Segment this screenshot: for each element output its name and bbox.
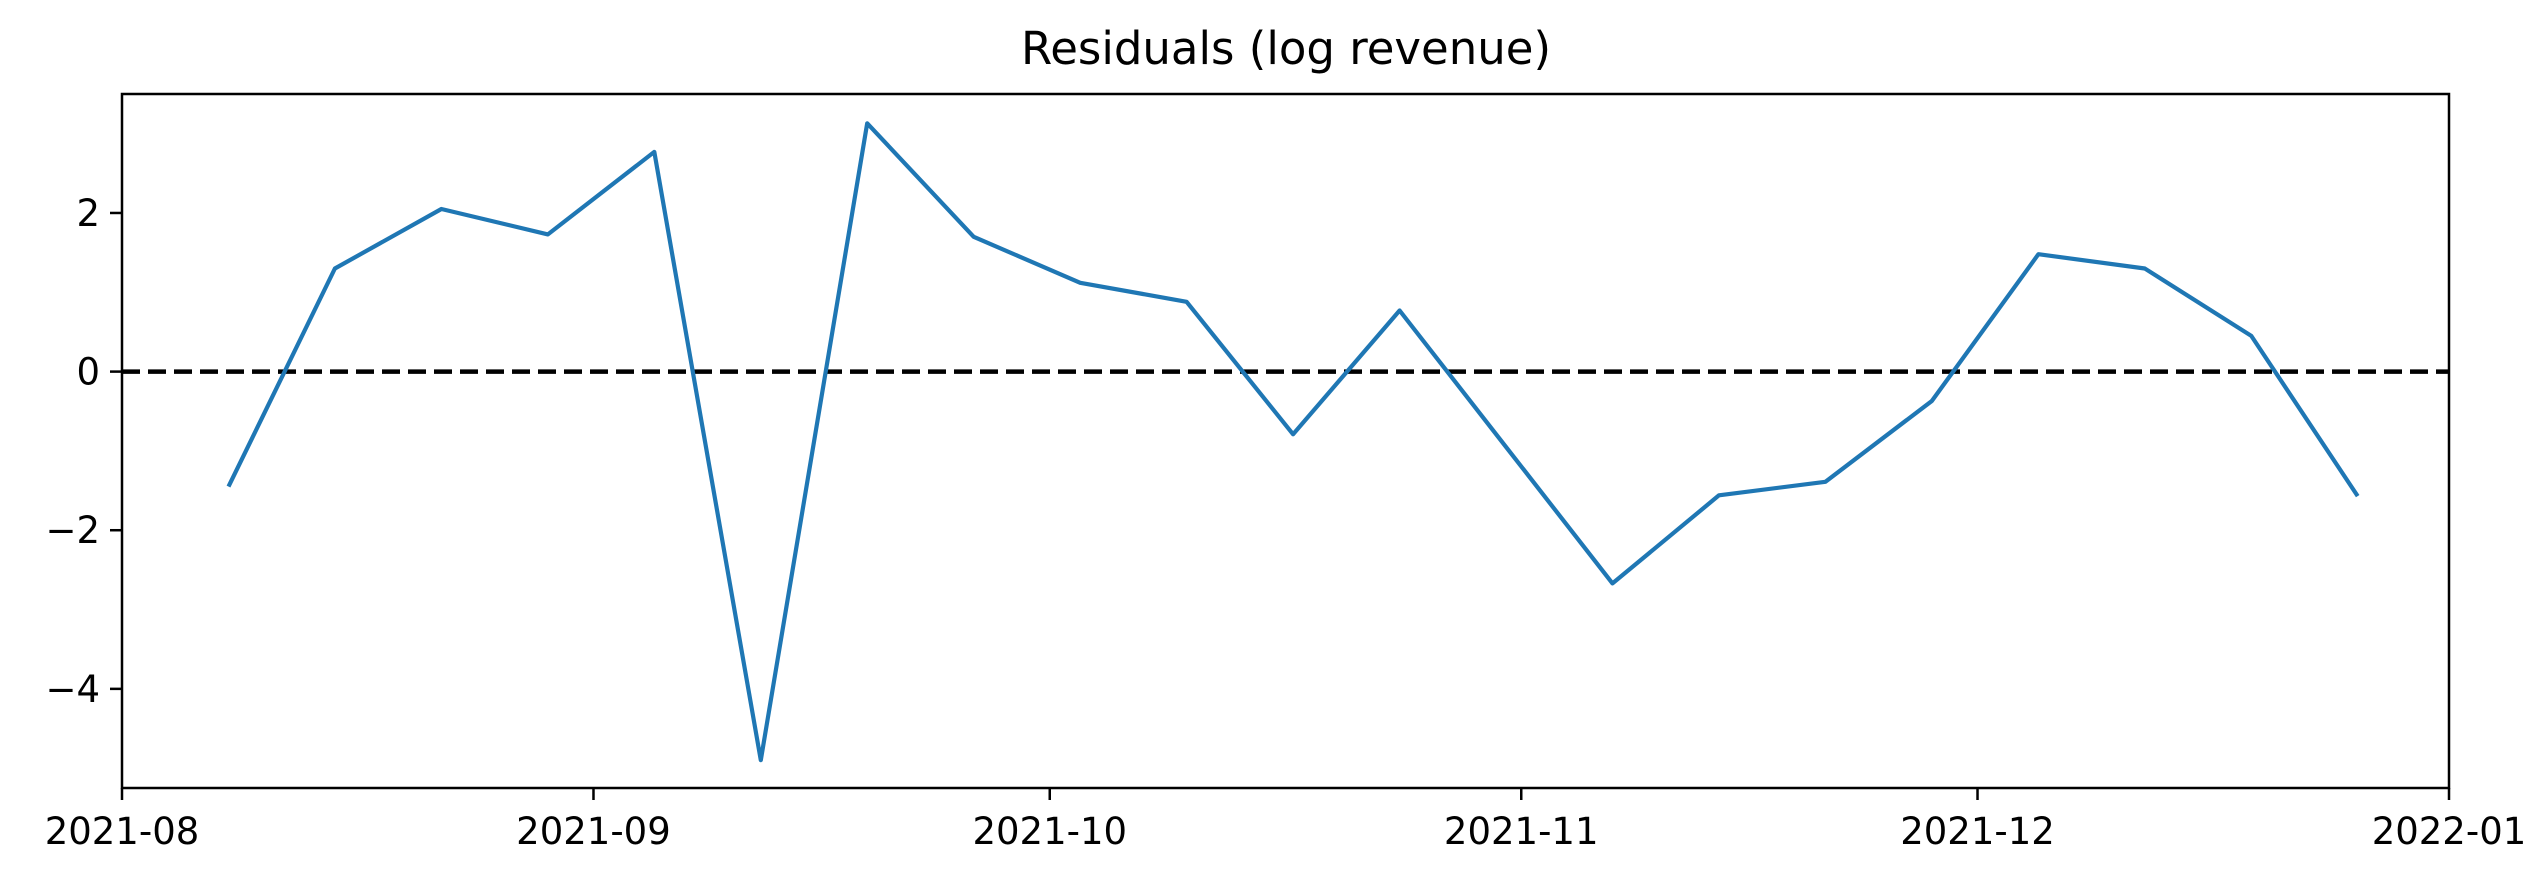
chart-title: Residuals (log revenue) (1021, 22, 1551, 75)
x-tick-label: 2021-09 (516, 810, 671, 853)
x-tick-label: 2021-12 (1900, 810, 2055, 853)
residual-series-line (226, 121, 2360, 763)
x-tick-label: 2021-08 (45, 810, 200, 853)
y-tick-label: −4 (45, 668, 100, 711)
x-tick-label: 2021-10 (972, 810, 1127, 853)
y-tick-label: 2 (76, 192, 100, 235)
y-tick-label: −2 (45, 509, 100, 552)
x-tick-label: 2021-11 (1444, 810, 1599, 853)
y-tick-label: 0 (76, 351, 100, 394)
plot-area: 2021-08 2021-09 2021-10 2021-11 2021-12 2022-… (45, 121, 2527, 853)
x-tick-label: 2022-01 (2372, 810, 2527, 853)
plot-frame (120, 92, 2451, 790)
